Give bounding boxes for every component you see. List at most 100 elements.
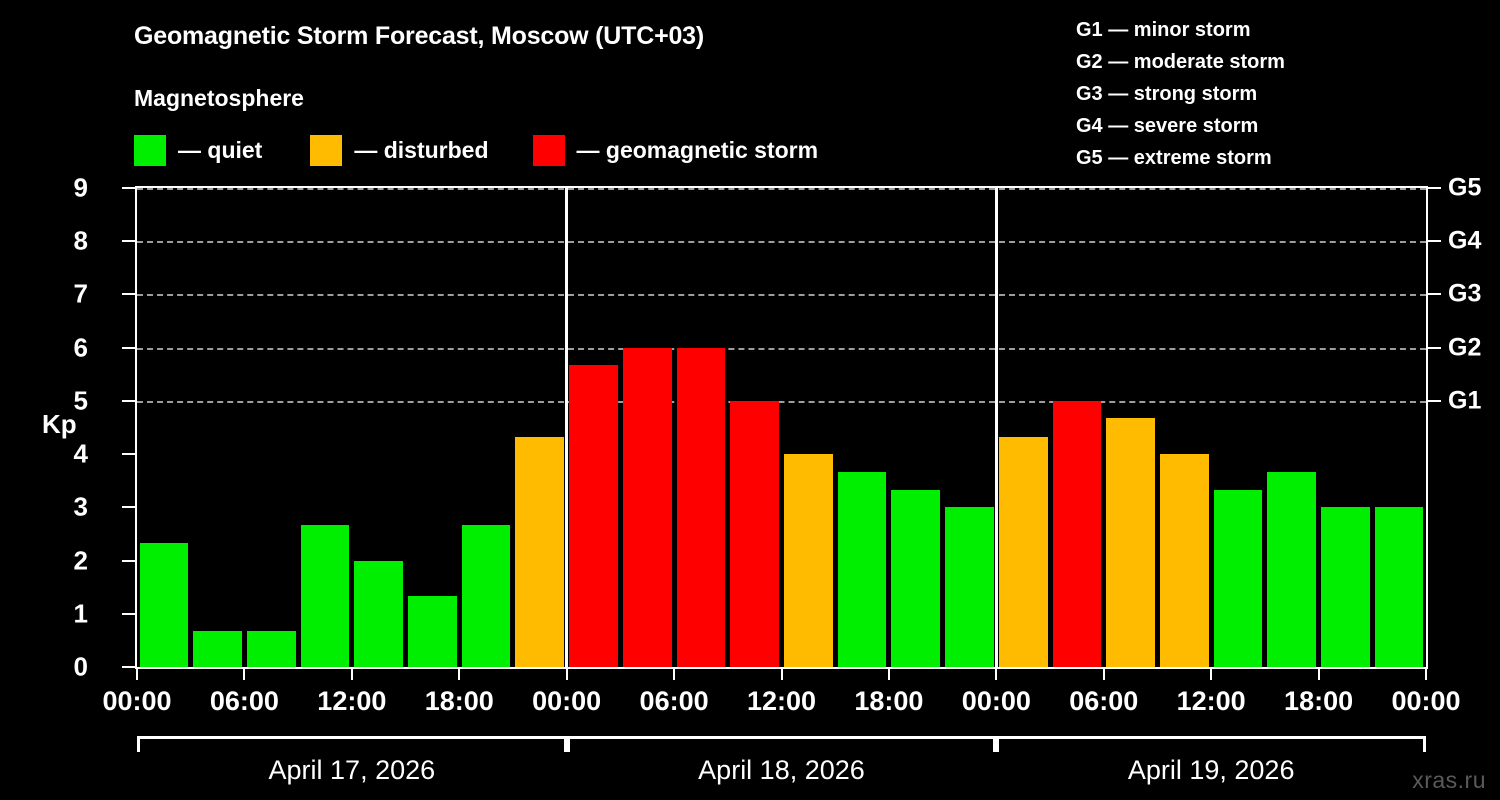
bar (139, 543, 189, 667)
x-tick-label-8: 00:00 (961, 686, 1031, 716)
y-tick-label-0: 0 (73, 651, 88, 682)
x-tick-mark-12 (1425, 669, 1427, 680)
legend-entry-storm: — geomagnetic storm (532, 134, 819, 166)
g-tick-mark-G3 (1428, 293, 1441, 296)
y-tick-mark-5 (122, 399, 135, 402)
g-tick-label-G5: G5 (1448, 173, 1482, 202)
color-legend: — quiet — disturbed — geomagnetic storm (134, 133, 818, 167)
bar (1106, 418, 1155, 667)
y-axis-title: Kp (42, 409, 77, 439)
x-tick-label-11: 18:00 (1284, 686, 1354, 716)
day-label-3: April 19, 2026 (1127, 755, 1295, 785)
y-tick-mark-0 (122, 666, 135, 668)
bar (891, 489, 941, 667)
x-tick-mark-7 (887, 669, 890, 680)
x-tick-label-7: 18:00 (854, 686, 924, 716)
legend-label-disturbed: — disturbed (354, 136, 489, 163)
g-scale-legend: G1 — minor storm G2 — moderate storm G3 … (1076, 14, 1406, 174)
x-tick-mark-11 (1317, 669, 1320, 680)
bar (676, 347, 726, 667)
g-tick-mark-G1 (1428, 399, 1441, 402)
y-tick-label-7: 7 (73, 278, 88, 309)
bar (1267, 471, 1317, 667)
x-tick-mark-6 (780, 669, 783, 680)
x-tick-mark-5 (673, 669, 676, 680)
bar (515, 436, 565, 667)
x-tick-mark-10 (1210, 669, 1213, 680)
gridline-5 (137, 400, 1426, 403)
g-tick-mark-G2 (1428, 346, 1441, 349)
x-tick-mark-8 (995, 669, 998, 680)
bar (837, 471, 887, 667)
x-tick-label-12: 00:00 (1391, 686, 1461, 716)
y-tick-label-9: 9 (73, 172, 88, 203)
legend-swatch-geomagnetic-storm (532, 134, 565, 166)
y-tick-label-6: 6 (73, 332, 88, 363)
plot-inner (137, 188, 1426, 667)
x-tick-label-9: 06:00 (1069, 686, 1139, 716)
x-tick-label-10: 12:00 (1176, 686, 1246, 716)
day-bracket-1 (137, 736, 567, 752)
bar (461, 524, 511, 667)
x-tick-mark-2 (350, 669, 353, 680)
g-tick-mark-G4 (1428, 240, 1441, 243)
bar (1374, 507, 1424, 667)
watermark: xras.ru (1412, 767, 1486, 793)
x-tick-mark-0 (136, 669, 138, 680)
gridline-6 (137, 347, 1426, 350)
legend-entry-quiet: — quiet (134, 134, 263, 166)
y-tick-label-4: 4 (73, 438, 88, 469)
y-tick-label-1: 1 (73, 598, 88, 629)
day-divider (565, 188, 569, 667)
x-tick-label-5: 06:00 (639, 686, 709, 716)
bar (998, 436, 1048, 667)
y-tick-mark-9 (122, 187, 135, 189)
bars-layer (137, 188, 1426, 667)
y-tick-mark-3 (122, 506, 135, 509)
bar (730, 400, 779, 667)
y-tick-label-3: 3 (73, 491, 88, 522)
day-label-1: April 17, 2026 (268, 755, 436, 785)
g-tick-label-G1: G1 (1448, 386, 1482, 415)
bar (193, 631, 242, 667)
magnetosphere-subtitle: Magnetosphere (134, 85, 304, 111)
y-tick-label-8: 8 (73, 225, 88, 256)
y-tick-mark-4 (122, 453, 135, 456)
bar (354, 560, 404, 667)
legend-entry-disturbed: — disturbed (310, 134, 489, 166)
g-legend-row-g5: G5 — extreme storm (1076, 147, 1272, 169)
x-tick-label-6: 12:00 (746, 686, 817, 716)
x-tick-label-3: 18:00 (424, 686, 494, 716)
bar (1321, 507, 1370, 667)
legend-label-geomagnetic-storm: — geomagnetic storm (576, 136, 819, 163)
bar (300, 524, 350, 667)
day-bracket-3 (996, 736, 1426, 752)
bar (945, 507, 994, 667)
legend-label-quiet: — quiet (178, 136, 263, 163)
g-legend-row-g4: G4 — severe storm (1076, 115, 1259, 137)
g-legend-row-g3: G3 — strong storm (1076, 83, 1258, 105)
x-tick-label-1: 06:00 (209, 686, 279, 716)
y-tick-label-5: 5 (73, 385, 88, 416)
x-tick-mark-1 (243, 669, 246, 680)
y-tick-mark-6 (122, 346, 135, 349)
y-tick-mark-7 (122, 293, 135, 296)
day-bracket-2 (566, 736, 997, 752)
g-legend-row-g2: G2 — moderate storm (1076, 51, 1285, 73)
x-tick-mark-3 (458, 669, 461, 680)
bar (569, 365, 618, 667)
x-tick-label-2: 12:00 (317, 686, 387, 716)
y-tick-mark-1 (122, 612, 135, 615)
bar (1052, 400, 1102, 667)
legend-swatch-disturbed (310, 134, 343, 166)
legend-swatch-quiet (134, 134, 166, 166)
bar (408, 596, 457, 667)
bar (246, 631, 296, 667)
x-tick-label-4: 00:00 (532, 686, 602, 716)
x-tick-mark-4 (565, 669, 568, 680)
plot-area (135, 186, 1428, 669)
gridline-8 (137, 241, 1426, 244)
g-tick-label-G3: G3 (1448, 279, 1482, 308)
x-tick-mark-9 (1102, 669, 1105, 680)
